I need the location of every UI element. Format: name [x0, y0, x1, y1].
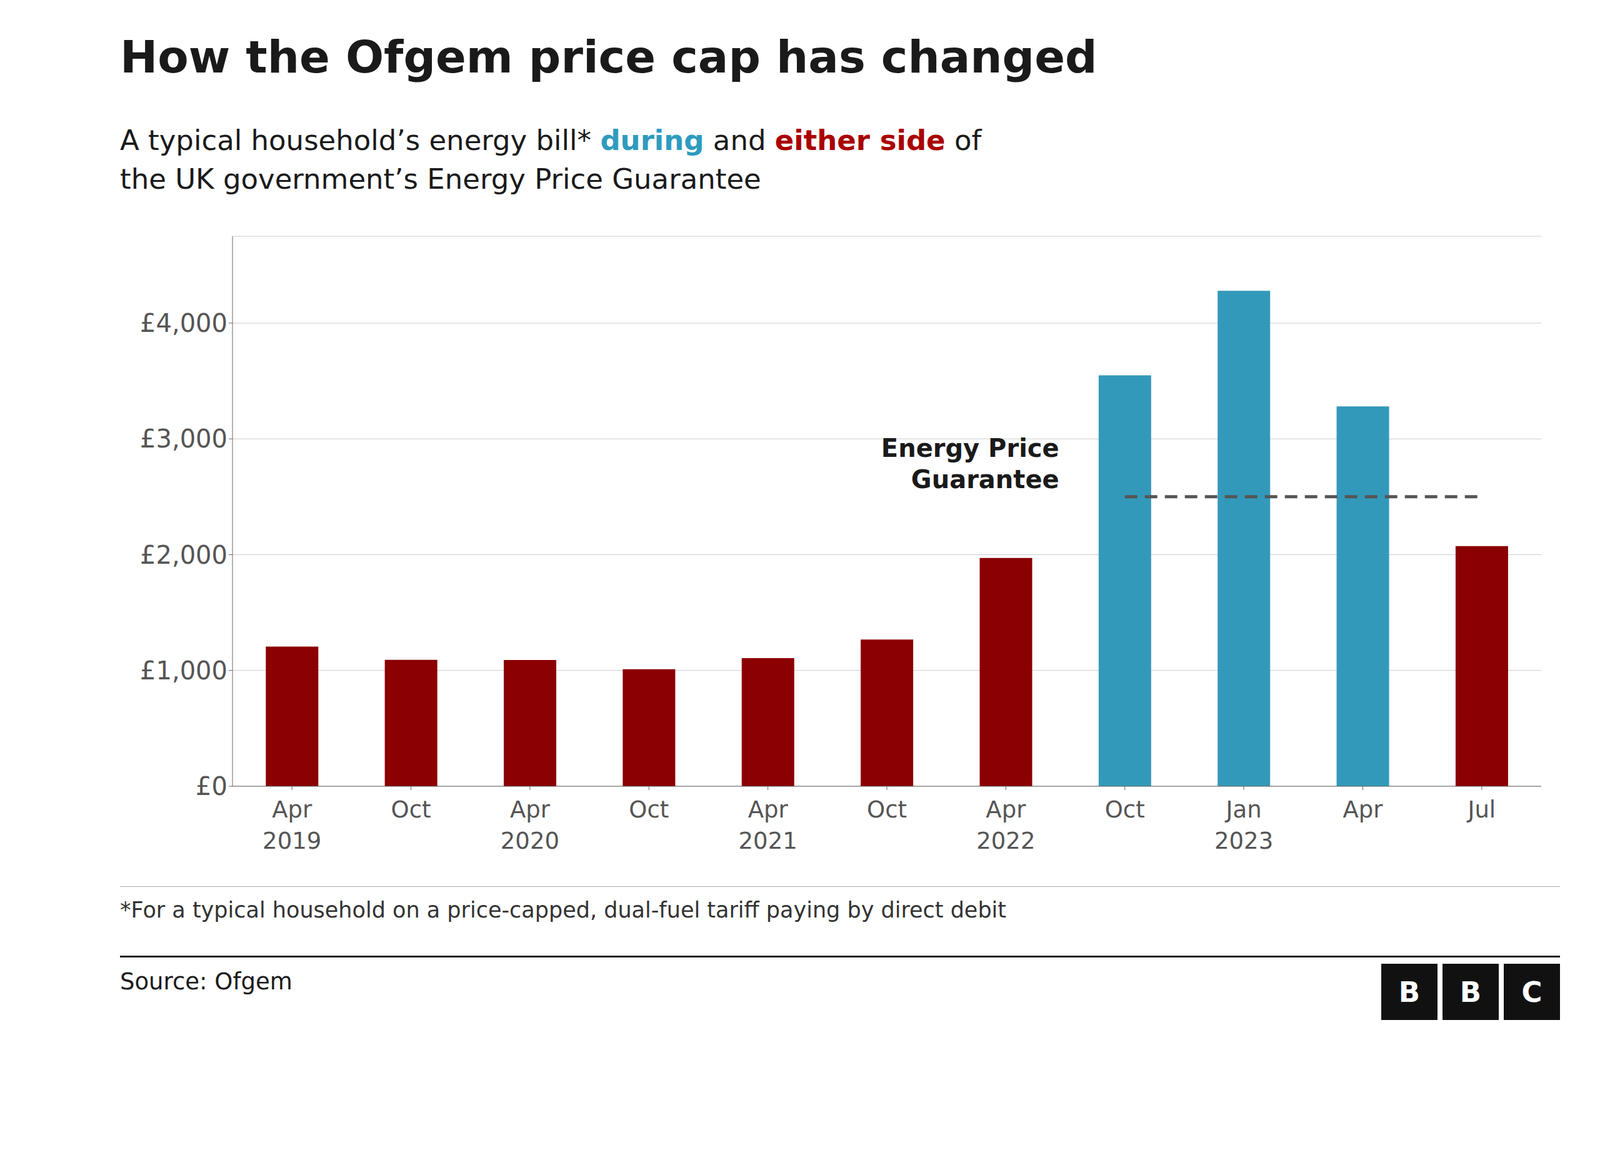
svg-text:Oct: Oct: [628, 796, 669, 824]
html-text:Source: Ofgem: Source: Ofgem: [120, 968, 293, 995]
html-text:How the Ofgem price cap has ch: How the Ofgem price cap has changed: [120, 30, 1098, 84]
svg-text:Apr: Apr: [1342, 796, 1384, 824]
svg-text:Apr2019: Apr2019: [262, 796, 322, 855]
svg-text:Oct: Oct: [866, 796, 907, 824]
svg-text:£3,000: £3,000: [140, 424, 228, 454]
html-text:*For a typical household on a: *For a typical household on a price-capp…: [120, 897, 1007, 923]
svg-text:Apr2022: Apr2022: [976, 796, 1035, 855]
svg-text:Jan2023: Jan2023: [1214, 796, 1274, 855]
svg-text:Apr2020: Apr2020: [500, 796, 560, 855]
svg-text:£1,000: £1,000: [140, 656, 228, 685]
svg-text:£4,000: £4,000: [140, 308, 228, 338]
svg-text:Energy PriceGuarantee: Energy PriceGuarantee: [881, 433, 1060, 494]
svg-text:Oct: Oct: [391, 796, 432, 824]
html-text:C: C: [1521, 975, 1543, 1009]
svg-text:£2,000: £2,000: [140, 540, 228, 570]
svg-text:£0: £0: [195, 771, 228, 801]
svg-text:Jul: Jul: [1466, 796, 1496, 824]
html-text:the UK government’s Energy Pri: the UK government’s Energy Price Guarant…: [120, 162, 762, 196]
svg-text:Apr2021: Apr2021: [738, 796, 798, 855]
svg-text:Oct: Oct: [1105, 796, 1145, 824]
html-text:B: B: [1398, 975, 1421, 1009]
html-text:B: B: [1459, 975, 1482, 1009]
html-text:A typical household’s energy b: A typical household’s energy bill* durin…: [120, 123, 982, 157]
